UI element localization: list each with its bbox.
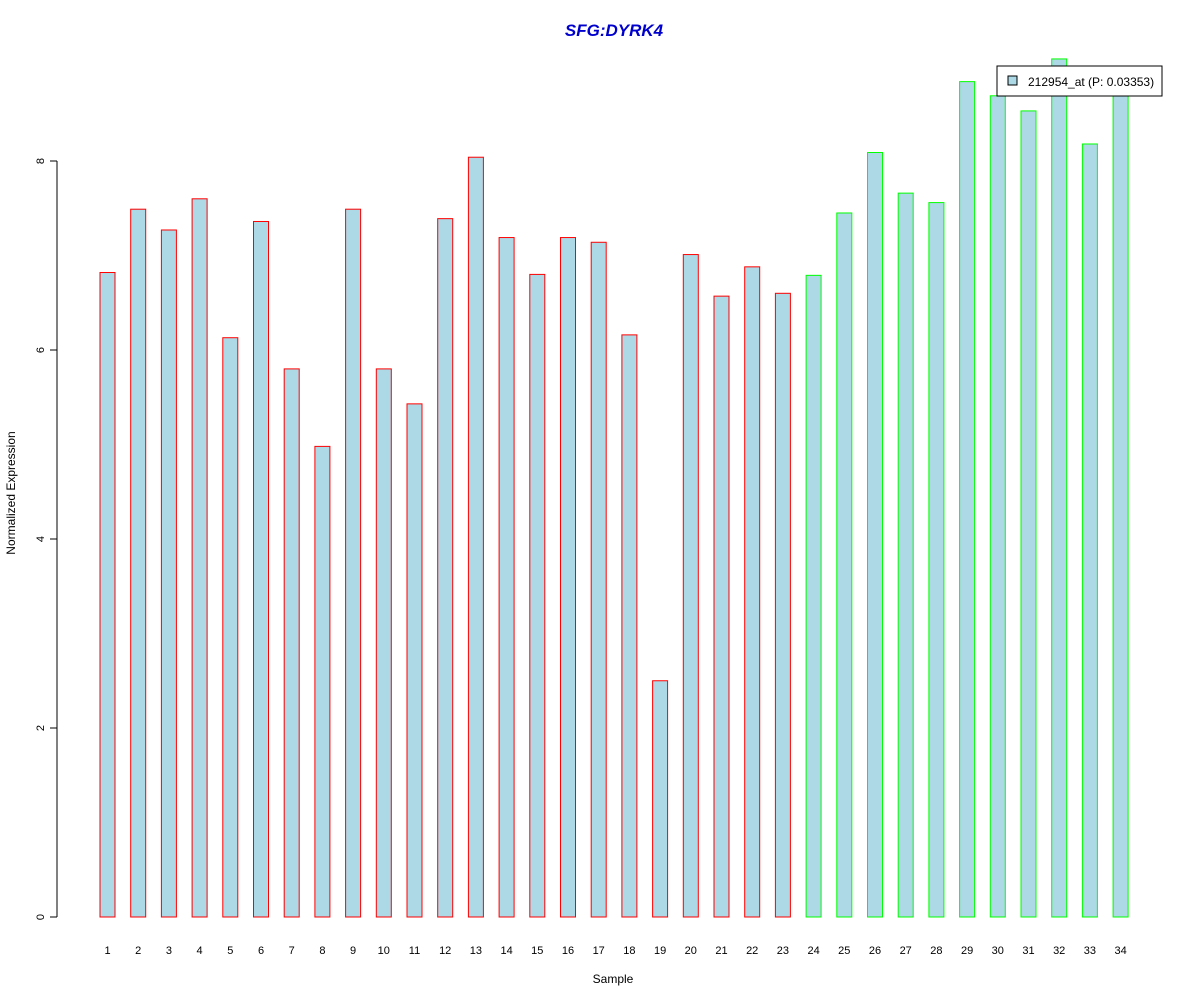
x-tick-label: 1: [104, 945, 110, 957]
x-tick-label: 2: [135, 945, 141, 957]
x-tick-label: 24: [807, 945, 819, 957]
bar-sample-27: [897, 192, 914, 918]
chart-title: SFG:DYRK4: [565, 21, 664, 40]
bar-sample-20: [682, 254, 699, 918]
bar-sample-13: [467, 156, 484, 918]
legend-swatch: [1007, 75, 1018, 86]
x-tick-label: 22: [746, 945, 758, 957]
y-tick-label: 2: [35, 725, 47, 731]
y-tick-label: 6: [35, 347, 47, 353]
x-tick-label: 10: [378, 945, 390, 957]
x-tick-label: 26: [869, 945, 881, 957]
y-axis-label: Normalized Expression: [4, 431, 18, 554]
x-tick-label: 4: [197, 945, 203, 957]
x-tick-label: 11: [409, 945, 420, 957]
bar-sample-4: [191, 198, 208, 918]
x-axis-label: Sample: [593, 972, 634, 986]
x-tick-label: 20: [685, 945, 697, 957]
bar-sample-22: [744, 266, 761, 918]
bar-sample-24: [805, 274, 822, 918]
x-tick-label: 3: [166, 945, 172, 957]
bar-sample-32: [1051, 58, 1068, 918]
bar-sample-28: [928, 202, 945, 918]
bar-sample-26: [867, 151, 883, 918]
bars-group: [99, 58, 1129, 918]
y-tick-label: 8: [35, 158, 47, 164]
bar-sample-19: [652, 680, 669, 918]
y-tick-label: 0: [35, 914, 47, 920]
bar-sample-9: [345, 208, 362, 918]
x-tick-label: 23: [777, 945, 789, 957]
x-tick-label: 29: [961, 945, 973, 957]
bar-sample-23: [774, 292, 791, 918]
x-tick-label: 12: [439, 945, 451, 957]
x-tick-label: 9: [350, 945, 356, 957]
bar-sample-29: [959, 81, 976, 918]
bar-sample-8: [314, 445, 331, 918]
x-tick-label: 31: [1022, 945, 1034, 957]
x-tick-label: 13: [470, 945, 482, 957]
x-tick-label: 14: [500, 945, 512, 957]
bar-sample-10: [375, 368, 392, 918]
bar-sample-25: [836, 212, 853, 918]
x-tick-label: 5: [227, 945, 233, 957]
bar-sample-21: [713, 295, 730, 918]
x-tick-label: 18: [623, 945, 635, 957]
legend: 212954_at (P: 0.03353): [996, 65, 1163, 97]
x-tick-label: 21: [715, 945, 727, 957]
x-tick-label: 34: [1114, 945, 1126, 957]
x-tick-label: 27: [900, 945, 912, 957]
x-tick-labels: 1 2 3 4 5 6 7 8 9 10 11 12 13 14 15 16 17 18 19 20 21 22 23 24 2…: [104, 945, 1126, 957]
bar-sample-12: [437, 218, 454, 918]
bar-sample-7: [283, 368, 300, 918]
bar-sample-33: [1081, 143, 1098, 918]
bar-sample-30: [989, 95, 1006, 918]
bar-sample-1: [99, 272, 116, 918]
bar-sample-31: [1020, 110, 1037, 918]
x-tick-label: 19: [654, 945, 666, 957]
bar-sample-18: [621, 334, 638, 918]
x-tick-label: 6: [258, 945, 264, 957]
x-tick-label: 16: [562, 945, 574, 957]
bar-sample-14: [498, 237, 515, 918]
bar-sample-3: [160, 229, 177, 918]
bar-sample-34: [1112, 95, 1129, 918]
x-tick-label: 8: [319, 945, 325, 957]
x-tick-label: 33: [1084, 945, 1096, 957]
bar-sample-16: [560, 237, 576, 918]
y-axis: 0 2 4 6 8: [35, 158, 58, 920]
bar-sample-5: [222, 337, 239, 918]
legend-box: [996, 65, 1163, 97]
x-tick-label: 28: [930, 945, 942, 957]
x-tick-label: 15: [531, 945, 543, 957]
x-tick-label: 30: [992, 945, 1004, 957]
bar-sample-2: [130, 208, 147, 918]
x-tick-label: 32: [1053, 945, 1065, 957]
bar-sample-6: [253, 220, 269, 918]
x-tick-label: 7: [289, 945, 295, 957]
x-tick-label: 17: [593, 945, 605, 957]
bar-sample-15: [529, 273, 546, 918]
x-tick-label: 25: [838, 945, 850, 957]
bar-sample-17: [590, 241, 607, 918]
y-tick-label: 4: [35, 536, 47, 542]
bar-sample-11: [406, 403, 423, 918]
legend-entry-label: 212954_at (P: 0.03353): [1028, 75, 1154, 89]
